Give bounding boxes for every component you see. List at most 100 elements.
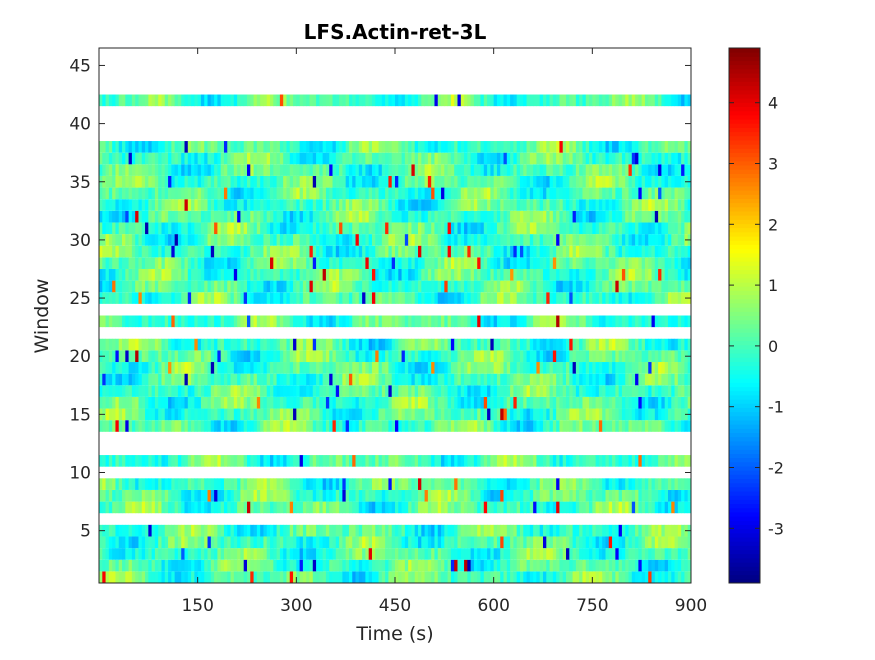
heatmap-cell — [286, 315, 291, 328]
heatmap-cell — [154, 257, 159, 269]
heatmap-cell — [279, 408, 284, 421]
heatmap-cell — [362, 292, 366, 304]
heatmap-cell — [210, 234, 215, 246]
heatmap-cell — [108, 559, 113, 572]
heatmap-cell — [286, 187, 291, 200]
heatmap-cell — [427, 501, 432, 514]
heatmap-cell — [302, 385, 307, 397]
heatmap-cell — [135, 280, 139, 293]
heatmap-cell — [592, 408, 597, 421]
heatmap-cell — [450, 315, 455, 328]
heatmap-cell — [145, 524, 149, 537]
heatmap-cell — [355, 571, 360, 583]
heatmap-cell — [684, 268, 689, 281]
heatmap-cell — [385, 501, 389, 514]
heatmap-cell — [256, 408, 261, 421]
heatmap-cell — [612, 489, 616, 502]
heatmap-cell — [256, 315, 261, 328]
heatmap-cell — [674, 501, 679, 514]
heatmap-cell — [237, 222, 241, 235]
heatmap-cell — [388, 222, 393, 235]
heatmap-cell — [319, 420, 324, 432]
heatmap-cell — [332, 536, 337, 549]
heatmap-cell — [490, 245, 495, 258]
heatmap-cell — [477, 478, 481, 490]
heatmap-cell — [115, 210, 120, 223]
heatmap-cell — [151, 268, 156, 281]
heatmap-cell — [223, 280, 228, 293]
heatmap-cell — [503, 559, 508, 572]
heatmap-cell — [516, 420, 521, 432]
heatmap-cell — [227, 396, 231, 409]
heatmap-cell — [362, 489, 366, 502]
heatmap-cell — [243, 489, 248, 502]
heatmap-cell — [444, 524, 449, 537]
heatmap-cell — [618, 362, 623, 374]
heatmap-cell — [401, 489, 406, 502]
heatmap-cell — [118, 257, 123, 269]
heatmap-cell — [398, 373, 402, 386]
heatmap-cell — [171, 187, 176, 200]
heatmap-cell — [569, 408, 573, 421]
heatmap-cell — [473, 478, 478, 490]
heatmap-cell — [529, 524, 534, 537]
heatmap-cell — [158, 385, 162, 397]
heatmap-cell — [250, 489, 254, 502]
heatmap-cell — [210, 559, 215, 572]
heatmap-cell — [605, 524, 610, 537]
heatmap-cell — [302, 280, 307, 293]
heatmap-cell — [368, 571, 373, 583]
heatmap-cell — [388, 315, 393, 328]
heatmap-cell — [549, 257, 554, 269]
heatmap-cell — [464, 187, 468, 200]
heatmap-cell — [299, 245, 304, 258]
heatmap-cell — [628, 292, 633, 304]
heatmap-cell — [368, 455, 373, 467]
heatmap-cell — [197, 315, 202, 328]
heatmap-cell — [592, 210, 597, 223]
heatmap-cell — [348, 548, 353, 560]
heatmap-cell — [585, 234, 590, 246]
heatmap-cell — [108, 571, 113, 583]
heatmap-cell — [309, 501, 314, 514]
heatmap-cell — [105, 501, 110, 514]
heatmap-cell — [569, 257, 573, 269]
heatmap-cell — [605, 280, 610, 293]
heatmap-cell — [543, 478, 547, 490]
heatmap-cell — [506, 350, 511, 363]
heatmap-cell — [648, 536, 652, 549]
heatmap-cell — [480, 234, 485, 246]
heatmap-cell — [411, 548, 416, 560]
heatmap-cell — [250, 408, 254, 421]
heatmap-cell — [549, 559, 554, 572]
heatmap-cell — [480, 222, 485, 235]
heatmap-cell — [464, 268, 468, 281]
heatmap-cell — [105, 385, 110, 397]
heatmap-cell — [608, 385, 613, 397]
heatmap-cell — [204, 536, 208, 549]
heatmap-cell — [388, 408, 393, 421]
heatmap-cell — [671, 268, 675, 281]
heatmap-cell — [237, 571, 241, 583]
heatmap-cell — [575, 396, 580, 409]
heatmap-cell — [332, 315, 337, 328]
heatmap-cell — [592, 396, 597, 409]
heatmap-cell — [674, 245, 679, 258]
heatmap-cell — [644, 548, 649, 560]
heatmap-cell — [418, 210, 422, 223]
heatmap-cell — [431, 548, 435, 560]
heatmap-cell — [362, 408, 366, 421]
heatmap-cell — [171, 559, 176, 572]
heatmap-cell — [151, 280, 156, 293]
heatmap-cell — [154, 385, 159, 397]
heatmap-cell — [296, 350, 301, 363]
heatmap-cell — [658, 420, 662, 432]
heatmap-cell — [365, 199, 370, 211]
heatmap-cell — [454, 455, 458, 467]
heatmap-cell — [556, 548, 560, 560]
heatmap-cell — [171, 280, 176, 293]
heatmap-cell — [635, 420, 639, 432]
heatmap-cell — [681, 350, 685, 363]
heatmap-cell — [533, 408, 537, 421]
heatmap-cell — [174, 210, 179, 223]
